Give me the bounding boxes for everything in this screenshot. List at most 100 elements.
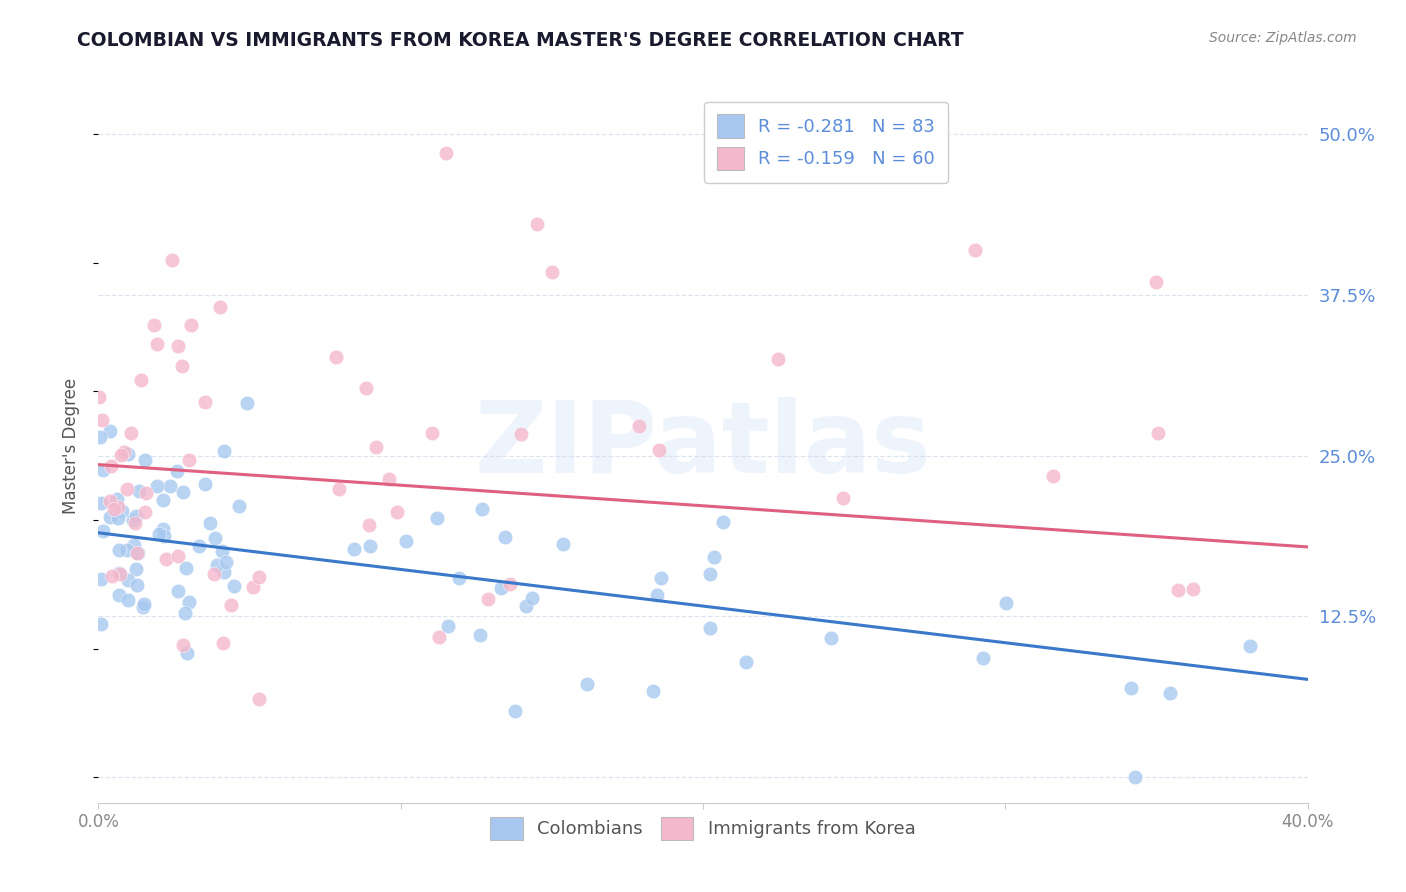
Point <box>212 635 235 649</box>
Point <box>117 483 139 497</box>
Point <box>125 562 148 576</box>
Point <box>122 538 145 552</box>
Point <box>627 419 650 434</box>
Point <box>359 539 381 553</box>
Point <box>427 630 450 644</box>
Point <box>972 650 994 665</box>
Point <box>354 381 377 395</box>
Point <box>120 425 142 440</box>
Point <box>124 516 146 531</box>
Point <box>172 484 194 499</box>
Point <box>994 596 1017 610</box>
Point <box>180 318 202 333</box>
Point <box>131 599 153 614</box>
Point <box>107 500 129 514</box>
Point <box>643 684 665 698</box>
Point <box>117 574 139 588</box>
Point <box>117 447 139 461</box>
Point <box>477 592 499 607</box>
Point <box>212 566 235 580</box>
Point <box>1042 469 1064 483</box>
Point <box>343 541 366 556</box>
Point <box>134 452 156 467</box>
Point <box>205 558 228 572</box>
Point <box>146 337 169 351</box>
Point <box>132 598 155 612</box>
Point <box>526 217 548 231</box>
Point <box>90 412 112 426</box>
Point <box>494 530 516 544</box>
Point <box>215 555 238 569</box>
Point <box>491 581 513 595</box>
Point <box>166 549 188 563</box>
Point <box>108 543 131 558</box>
Point <box>166 584 188 599</box>
Point <box>128 483 150 498</box>
Point <box>820 632 842 646</box>
Point <box>551 537 574 551</box>
Point <box>91 524 114 538</box>
Point <box>135 486 157 500</box>
Point <box>645 588 668 602</box>
Point <box>125 578 148 592</box>
Point <box>515 599 537 614</box>
Text: Source: ZipAtlas.com: Source: ZipAtlas.com <box>1209 31 1357 45</box>
Point <box>159 479 181 493</box>
Point <box>117 543 139 558</box>
Point <box>575 676 598 690</box>
Point <box>1239 639 1261 653</box>
Point <box>1159 686 1181 700</box>
Point <box>152 493 174 508</box>
Point <box>650 571 672 585</box>
Point <box>100 459 122 474</box>
Point <box>152 529 174 543</box>
Point <box>209 300 232 314</box>
Y-axis label: Master's Degree: Master's Degree <box>62 378 80 514</box>
Point <box>98 494 121 508</box>
Point <box>202 566 225 581</box>
Point <box>125 546 148 560</box>
Point <box>965 243 987 257</box>
Point <box>146 478 169 492</box>
Point <box>377 472 399 486</box>
Text: ZIPatlas: ZIPatlas <box>475 398 931 494</box>
Point <box>509 427 531 442</box>
Point <box>143 318 166 333</box>
Point <box>437 619 460 633</box>
Point <box>247 691 270 706</box>
Point <box>107 510 129 524</box>
Point <box>699 621 721 635</box>
Point <box>170 359 193 373</box>
Point <box>122 513 145 527</box>
Point <box>499 577 522 591</box>
Point <box>179 453 201 467</box>
Point <box>200 516 222 530</box>
Point <box>325 351 347 365</box>
Point <box>176 646 198 660</box>
Point <box>89 390 111 404</box>
Legend: Colombians, Immigrants from Korea: Colombians, Immigrants from Korea <box>484 810 922 847</box>
Point <box>108 567 131 582</box>
Point <box>1123 770 1146 784</box>
Point <box>766 351 789 366</box>
Point <box>447 571 470 585</box>
Point <box>112 445 135 459</box>
Point <box>735 656 758 670</box>
Point <box>187 539 209 553</box>
Point <box>420 425 443 440</box>
Point <box>204 531 226 545</box>
Point <box>103 502 125 516</box>
Point <box>222 578 245 592</box>
Point <box>129 373 152 387</box>
Point <box>194 476 217 491</box>
Point <box>166 464 188 478</box>
Point <box>89 430 111 444</box>
Point <box>541 265 564 279</box>
Point <box>1182 582 1205 596</box>
Point <box>90 496 112 510</box>
Point <box>160 253 183 268</box>
Point <box>236 396 259 410</box>
Point <box>242 580 264 594</box>
Point <box>194 395 217 409</box>
Point <box>212 444 235 458</box>
